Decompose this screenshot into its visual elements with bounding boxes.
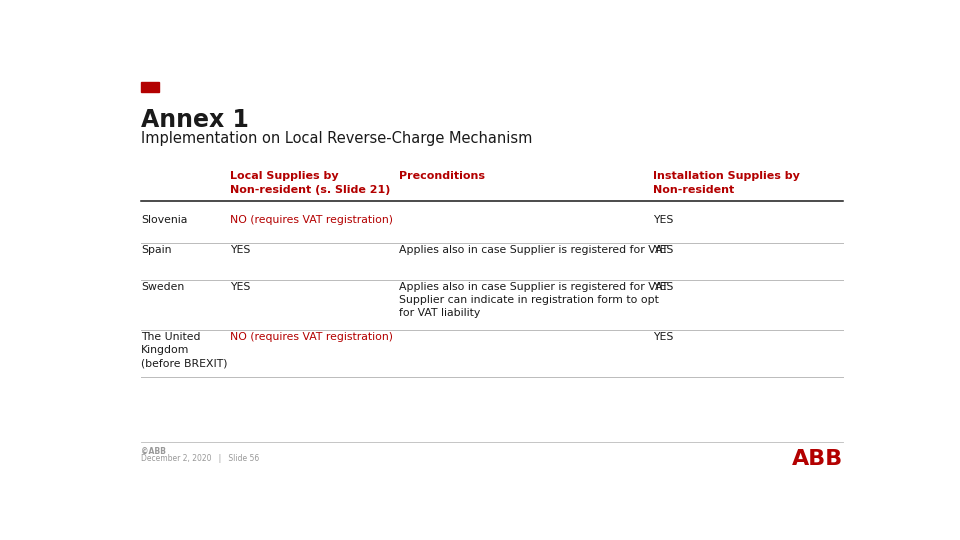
Bar bbox=[141, 82, 158, 92]
Text: NO (requires VAT registration): NO (requires VAT registration) bbox=[230, 332, 393, 342]
Text: NO (requires VAT registration): NO (requires VAT registration) bbox=[230, 215, 393, 225]
Text: YES: YES bbox=[654, 245, 674, 255]
Text: Applies also in case Supplier is registered for VAT: Applies also in case Supplier is registe… bbox=[399, 245, 668, 255]
Text: ©ABB: ©ABB bbox=[141, 447, 166, 456]
Text: YES: YES bbox=[654, 332, 674, 342]
Text: Spain: Spain bbox=[141, 245, 171, 255]
Text: YES: YES bbox=[230, 245, 251, 255]
Text: Preconditions: Preconditions bbox=[399, 171, 485, 181]
Text: Sweden: Sweden bbox=[141, 282, 184, 292]
Text: Slovenia: Slovenia bbox=[141, 215, 187, 225]
Text: December 2, 2020   |   Slide 56: December 2, 2020 | Slide 56 bbox=[141, 454, 259, 463]
Text: Applies also in case Supplier is registered for VAT.
Supplier can indicate in re: Applies also in case Supplier is registe… bbox=[399, 282, 670, 318]
Text: YES: YES bbox=[654, 282, 674, 292]
Text: Installation Supplies by
Non-resident: Installation Supplies by Non-resident bbox=[654, 171, 801, 195]
Text: The United
Kingdom
(before BREXIT): The United Kingdom (before BREXIT) bbox=[141, 332, 228, 368]
Text: YES: YES bbox=[654, 215, 674, 225]
Text: Implementation on Local Reverse-Charge Mechanism: Implementation on Local Reverse-Charge M… bbox=[141, 131, 532, 146]
Text: Local Supplies by
Non-resident (s. Slide 21): Local Supplies by Non-resident (s. Slide… bbox=[230, 171, 391, 195]
Text: ABB: ABB bbox=[792, 449, 843, 469]
Text: Annex 1: Annex 1 bbox=[141, 109, 249, 132]
Text: YES: YES bbox=[230, 282, 251, 292]
